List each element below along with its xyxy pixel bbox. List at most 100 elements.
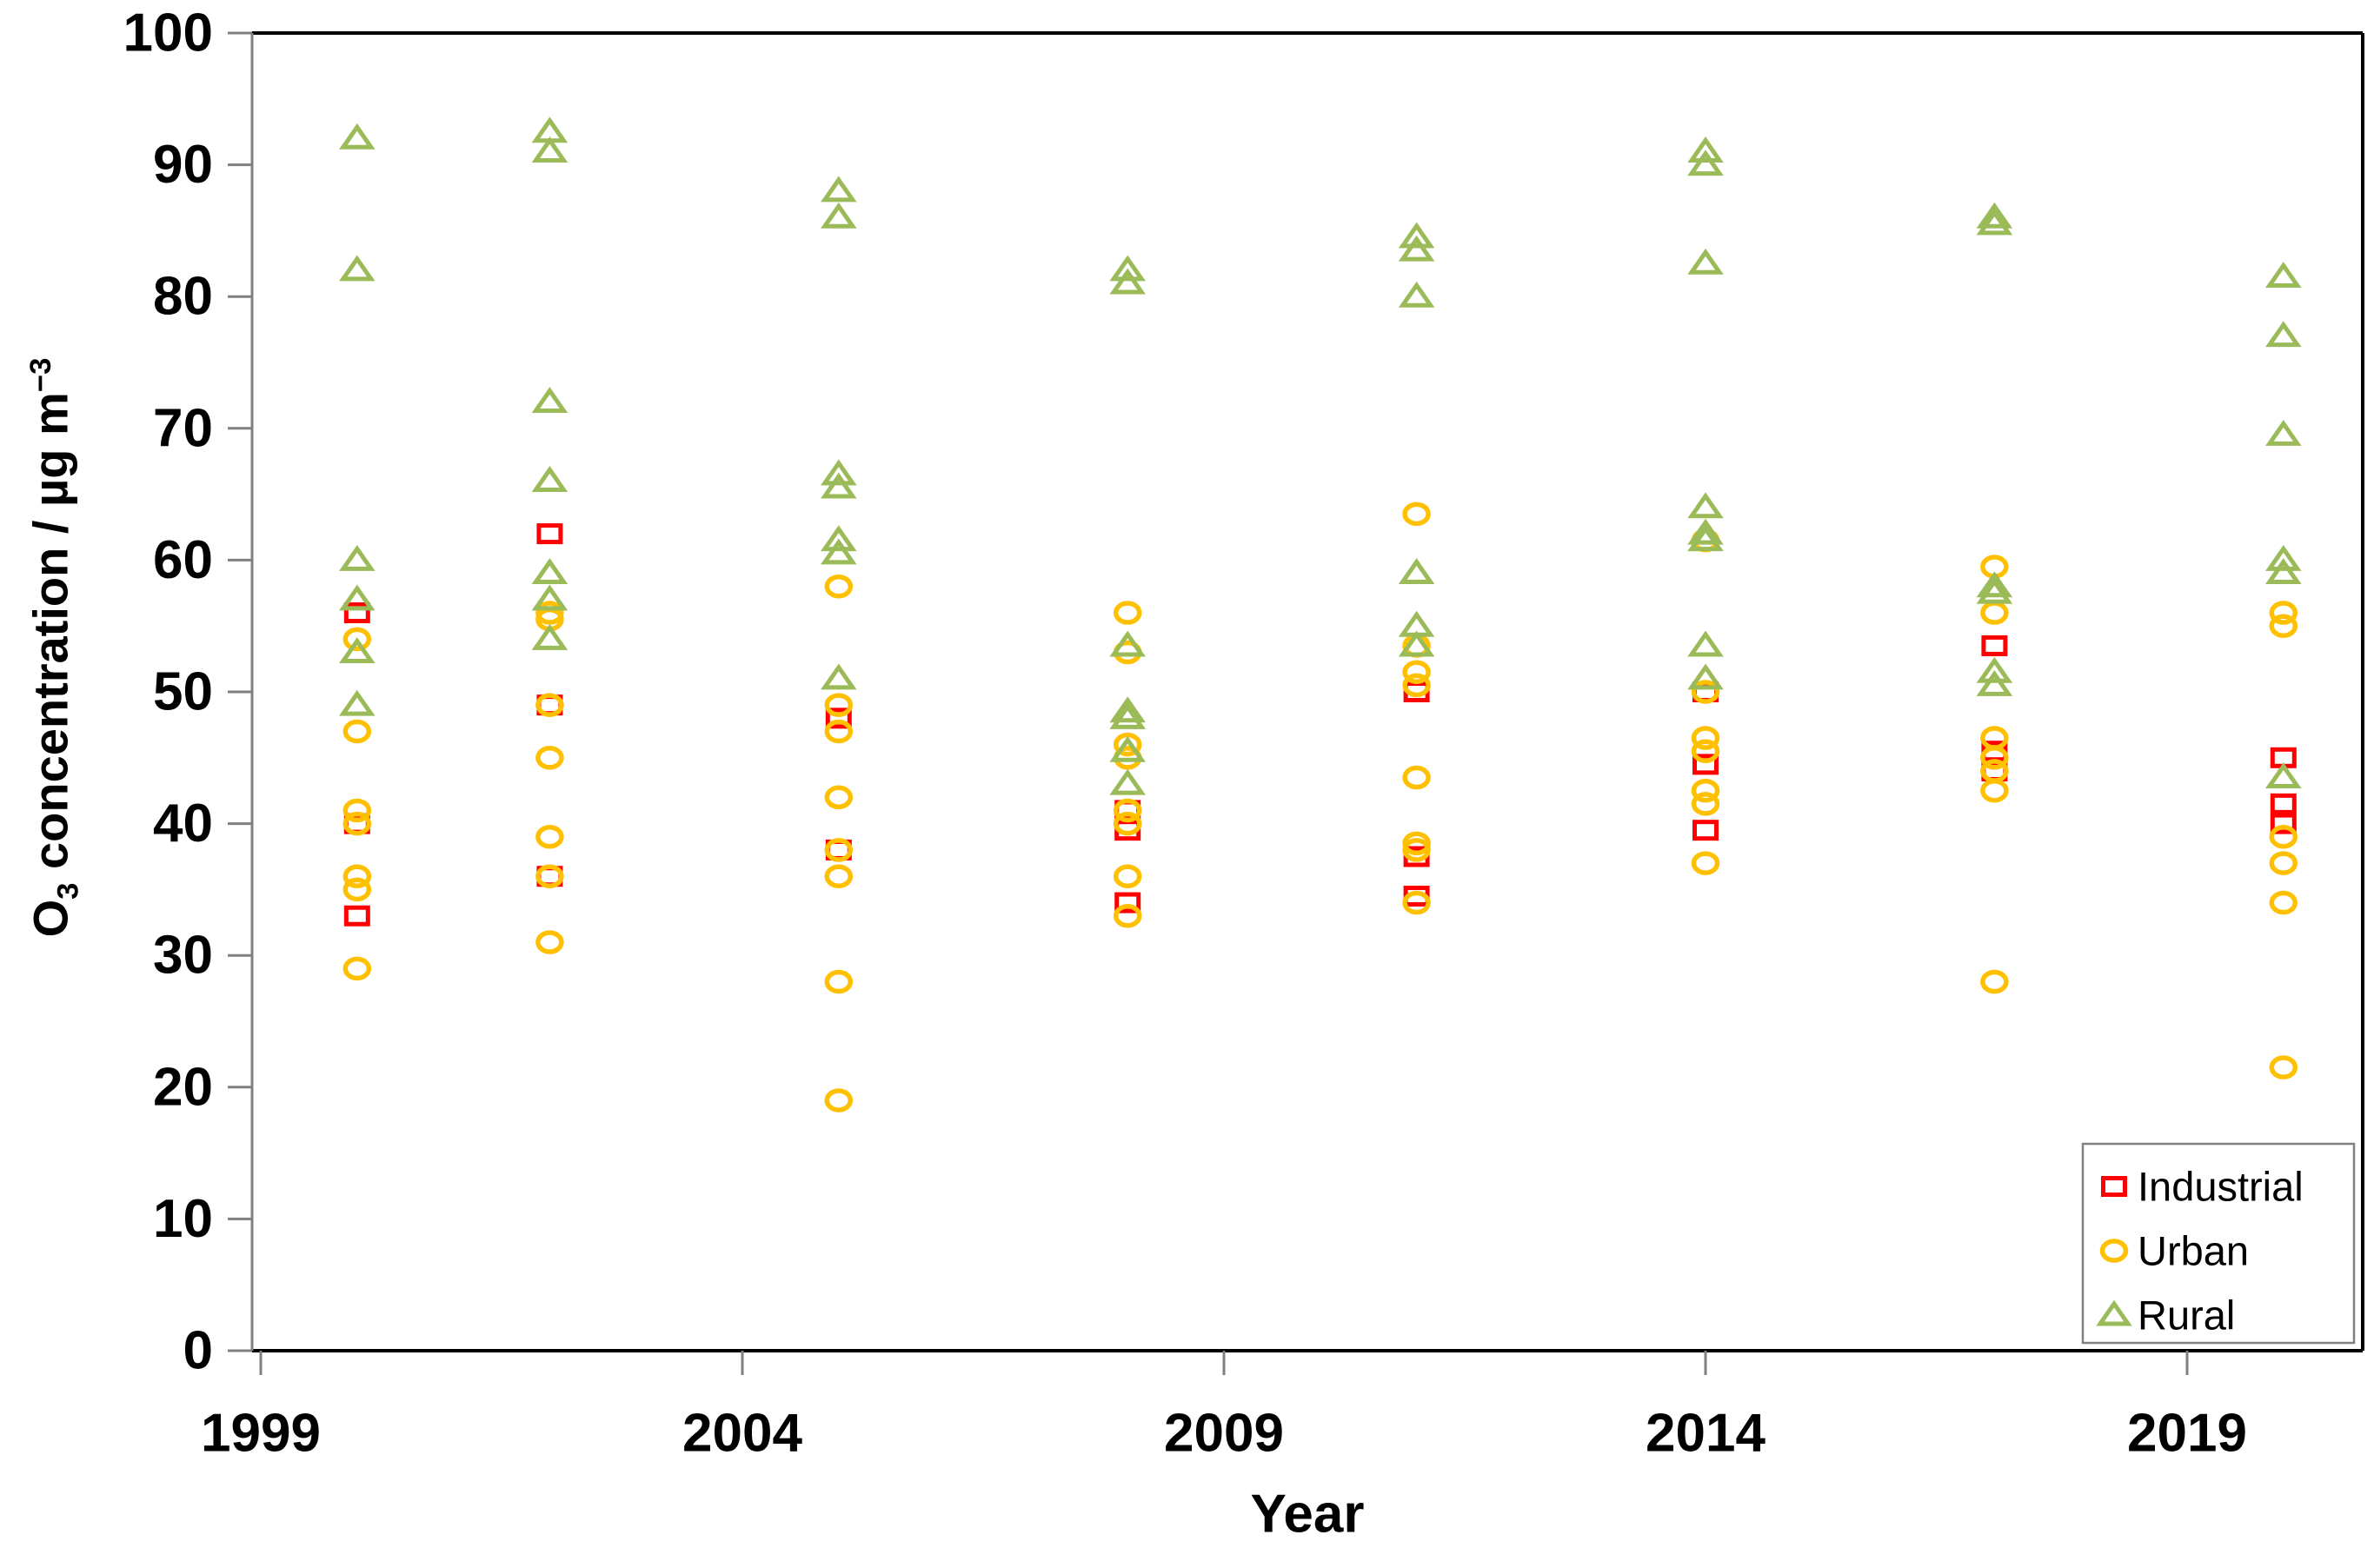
- data-point-rural: [2265, 420, 2302, 446]
- data-point-rural: [821, 202, 857, 229]
- data-point-rural: [339, 123, 376, 149]
- data-point-industrial: [825, 708, 852, 729]
- data-point-urban: [1113, 798, 1142, 823]
- data-point-urban: [1691, 778, 1720, 803]
- data-point-rural: [821, 459, 857, 486]
- y-axis-title-pre: O: [23, 899, 78, 938]
- data-point-urban: [1402, 660, 1431, 685]
- data-point-rural: [2265, 321, 2302, 348]
- data-point-urban: [535, 930, 564, 954]
- data-point-urban: [2269, 614, 2298, 638]
- y-axis-tick-label: 100: [123, 3, 213, 63]
- data-point-urban: [1980, 601, 2009, 625]
- data-point-rural: [339, 689, 376, 716]
- data-point-rural: [1109, 735, 1146, 762]
- data-point-rural: [1109, 255, 1146, 282]
- x-axis-tick-label: 2004: [682, 1404, 802, 1464]
- data-point-urban: [2269, 601, 2298, 625]
- data-point-rural: [1687, 525, 1724, 552]
- data-point-rural: [1976, 656, 2013, 683]
- data-point-rural: [339, 584, 376, 611]
- data-point-rural: [821, 176, 857, 203]
- data-point-rural: [1109, 630, 1146, 657]
- data-point-urban: [1113, 601, 1142, 625]
- data-point-urban: [1113, 732, 1142, 757]
- legend-label-industrial: Industrial: [2138, 1164, 2304, 1210]
- data-point-urban: [342, 877, 372, 902]
- data-point-urban: [824, 719, 854, 744]
- data-point-urban: [1691, 851, 1720, 875]
- data-point-rural: [1687, 136, 1724, 163]
- x-axis-tick-label: 1999: [201, 1404, 321, 1464]
- y-axis-tick-label: 90: [153, 135, 213, 195]
- data-point-urban: [342, 864, 372, 888]
- data-point-rural: [1687, 149, 1724, 176]
- data-point-urban: [824, 574, 854, 599]
- data-point-rural: [1687, 518, 1724, 545]
- data-point-urban: [824, 969, 854, 994]
- legend-label-urban: Urban: [2138, 1228, 2249, 1274]
- y-axis-title-mid: concentration / µg m: [23, 392, 78, 883]
- y-axis-title-sub: 3: [51, 882, 85, 900]
- series-rural: [339, 116, 2302, 795]
- data-point-urban: [1980, 778, 2009, 803]
- data-point-urban: [2269, 890, 2298, 915]
- data-point-urban: [535, 746, 564, 770]
- data-point-urban: [1691, 739, 1720, 763]
- y-axis-tick-label: 80: [153, 267, 213, 327]
- data-point-rural: [339, 637, 376, 664]
- data-point-industrial: [1114, 892, 1141, 914]
- data-point-rural: [1109, 268, 1146, 295]
- data-point-industrial: [536, 523, 563, 545]
- data-point-urban: [1691, 680, 1720, 704]
- data-point-urban: [342, 956, 372, 981]
- data-point-urban: [1113, 811, 1142, 836]
- data-point-urban: [1691, 726, 1720, 750]
- data-point-rural: [531, 387, 569, 413]
- data-point-urban: [2269, 1055, 2298, 1080]
- data-point-industrial: [1981, 635, 2008, 656]
- data-point-urban: [1980, 746, 2009, 770]
- x-axis-tick-label: 2009: [1164, 1404, 1284, 1464]
- legend: Industrial Urban Rural: [2081, 1142, 2356, 1345]
- data-point-rural: [2265, 762, 2302, 789]
- data-point-rural: [1976, 202, 2013, 229]
- data-point-urban: [1113, 864, 1142, 888]
- data-point-urban: [342, 719, 372, 744]
- y-axis-title-sup: −3: [23, 357, 57, 393]
- data-point-rural: [1398, 630, 1435, 657]
- data-point-rural: [1109, 768, 1146, 795]
- legend-urban-marker: [2099, 1239, 2129, 1263]
- data-point-rural: [1976, 571, 2013, 598]
- data-point-rural: [339, 255, 376, 282]
- data-point-urban: [1402, 838, 1431, 862]
- data-point-rural: [1398, 558, 1435, 585]
- data-point-rural: [821, 472, 857, 499]
- data-point-industrial: [343, 602, 370, 624]
- data-point-industrial: [343, 905, 370, 927]
- data-point-rural: [1687, 663, 1724, 690]
- data-point-industrial: [1692, 820, 1719, 841]
- data-point-rural: [1109, 696, 1146, 723]
- data-point-urban: [1691, 792, 1720, 816]
- series-urban: [342, 502, 2298, 1113]
- data-point-rural: [1976, 209, 2013, 236]
- data-point-urban: [2269, 851, 2298, 875]
- data-point-rural: [821, 538, 857, 565]
- x-axis-title: Year: [1250, 1484, 1365, 1545]
- y-axis-tick-label: 40: [153, 794, 213, 854]
- data-point-urban: [1980, 969, 2009, 994]
- data-point-urban: [1113, 903, 1142, 928]
- data-point-rural: [1109, 702, 1146, 729]
- data-point-rural: [1398, 222, 1435, 249]
- data-point-urban: [342, 811, 372, 836]
- data-point-rural: [531, 136, 569, 163]
- data-point-urban: [535, 825, 564, 849]
- y-axis-tick-label: 70: [153, 398, 213, 458]
- data-point-rural: [1398, 281, 1435, 308]
- data-point-urban: [824, 1088, 854, 1113]
- data-point-industrial: [2270, 793, 2297, 814]
- data-point-urban: [824, 785, 854, 810]
- legend-label-rural: Rural: [2138, 1292, 2235, 1339]
- data-point-urban: [1402, 502, 1431, 527]
